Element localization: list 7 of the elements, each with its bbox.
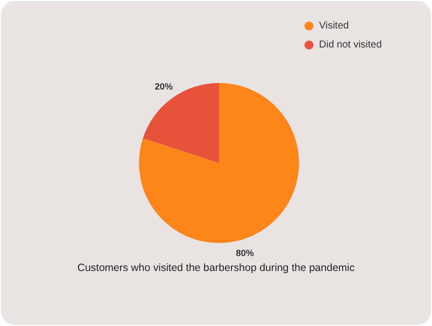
text: Customers who visited the barbershop during the pandemic bbox=[77, 262, 355, 274]
legend-label: Did not visited bbox=[319, 40, 382, 51]
pie-slice bbox=[142, 83, 219, 163]
data-label: 80% bbox=[236, 248, 254, 258]
legend-label: Visited bbox=[319, 20, 349, 32]
pie-slice bbox=[139, 83, 299, 243]
data-label: 20% bbox=[154, 81, 173, 92]
